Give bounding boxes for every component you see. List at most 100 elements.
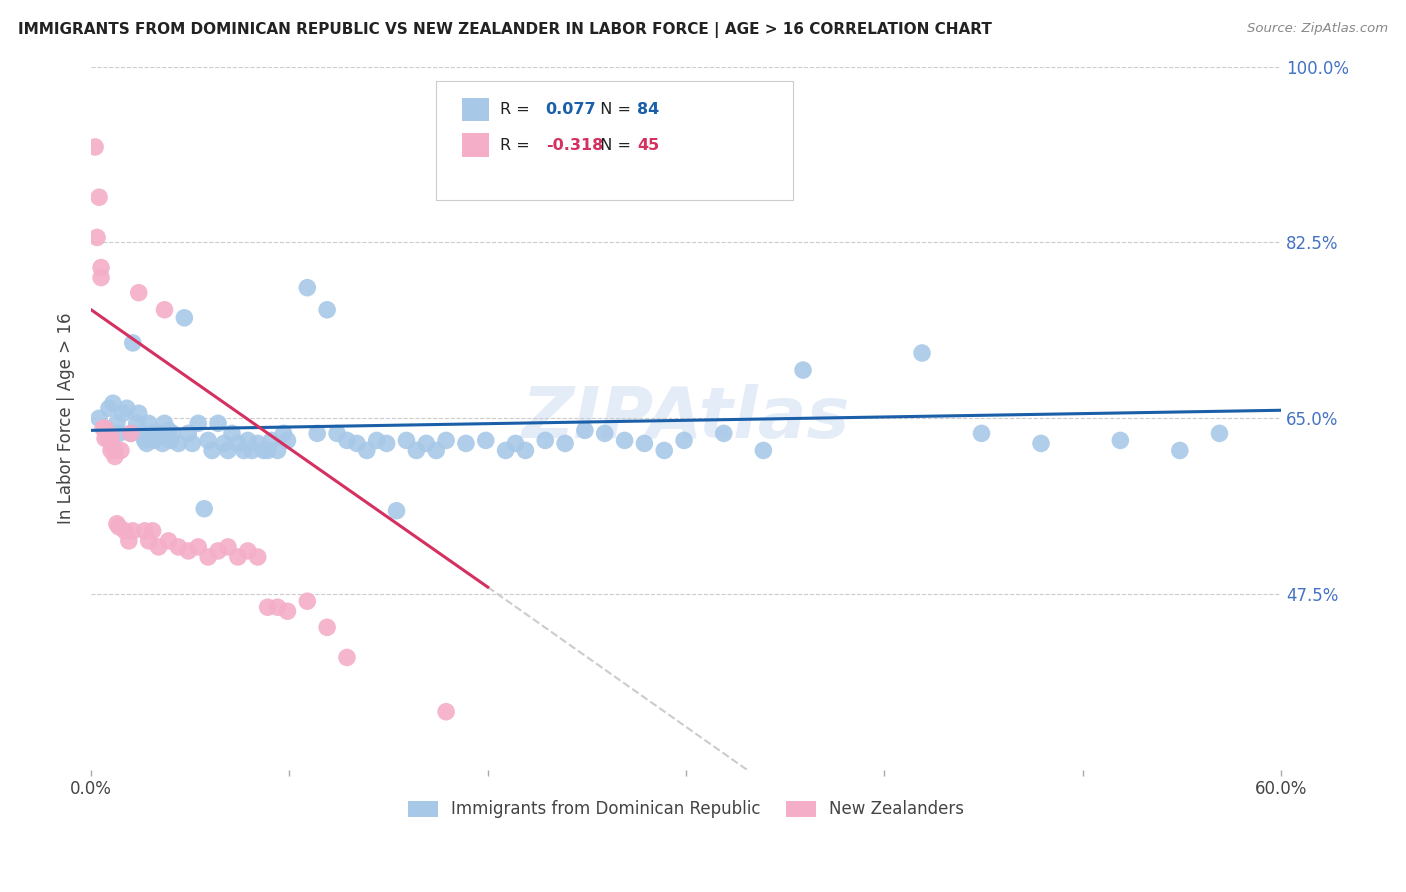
Point [226, 549, 249, 564]
Point [167, 540, 190, 554]
Point [153, 417, 176, 431]
Point [266, 443, 288, 458]
Point [307, 426, 329, 441]
Point [326, 426, 349, 441]
Point [108, 520, 131, 534]
Point [256, 600, 278, 615]
Point [752, 443, 775, 458]
Point [157, 533, 180, 548]
Point [100, 429, 122, 443]
Point [405, 443, 427, 458]
Point [253, 443, 276, 458]
Point [197, 434, 219, 448]
Point [246, 436, 269, 450]
Point [128, 406, 150, 420]
Point [84, 140, 107, 154]
Text: Source: ZipAtlas.com: Source: ZipAtlas.com [1247, 22, 1388, 36]
Text: ZIPAtlas: ZIPAtlas [522, 384, 851, 453]
Point [167, 436, 190, 450]
Point [276, 434, 298, 448]
Point [1029, 436, 1052, 450]
Point [135, 436, 157, 450]
Point [162, 426, 184, 441]
Point [142, 426, 165, 441]
Point [138, 533, 160, 548]
Point [240, 443, 263, 458]
Text: IMMIGRANTS FROM DOMINICAN REPUBLIC VS NEW ZEALANDER IN LABOR FORCE | AGE > 16 CO: IMMIGRANTS FROM DOMINICAN REPUBLIC VS NE… [18, 22, 993, 38]
Point [246, 549, 269, 564]
Point [1109, 434, 1132, 448]
Point [120, 426, 142, 441]
Point [297, 280, 319, 294]
Point [94, 421, 117, 435]
Point [197, 549, 219, 564]
Point [98, 401, 121, 416]
Point [554, 436, 576, 450]
Point [534, 434, 557, 448]
Point [143, 434, 166, 448]
Point [118, 533, 141, 548]
Point [474, 434, 496, 448]
Text: R =: R = [501, 137, 536, 153]
Point [104, 443, 127, 458]
Point [125, 417, 148, 431]
Point [1168, 443, 1191, 458]
Point [276, 604, 298, 618]
Point [375, 436, 398, 450]
Point [236, 434, 259, 448]
Point [336, 650, 359, 665]
Point [110, 443, 132, 458]
Point [221, 426, 243, 441]
Point [515, 443, 537, 458]
Point [212, 436, 235, 450]
Point [673, 434, 696, 448]
Point [177, 426, 200, 441]
Point [633, 436, 655, 450]
Point [148, 426, 170, 441]
Point [316, 302, 339, 317]
Point [101, 439, 124, 453]
Point [395, 434, 418, 448]
Point [86, 230, 108, 244]
Point [148, 540, 170, 554]
Point [177, 544, 200, 558]
Point [187, 540, 209, 554]
Point [226, 436, 249, 450]
Point [159, 434, 181, 448]
Point [434, 434, 457, 448]
Point [201, 443, 224, 458]
Point [105, 417, 128, 431]
Point [115, 401, 138, 416]
Point [87, 411, 110, 425]
FancyBboxPatch shape [463, 98, 488, 121]
Point [121, 524, 143, 538]
Point [121, 335, 143, 350]
Point [153, 302, 176, 317]
Point [138, 417, 160, 431]
Point [134, 524, 156, 538]
Point [273, 426, 295, 441]
Point [434, 705, 457, 719]
Point [187, 417, 209, 431]
Point [181, 436, 204, 450]
Text: 45: 45 [637, 137, 659, 153]
Point [90, 270, 112, 285]
Point [613, 434, 636, 448]
Point [98, 434, 121, 448]
Point [425, 443, 447, 458]
Point [100, 443, 122, 458]
Point [104, 450, 127, 464]
Point [157, 423, 180, 437]
Point [142, 524, 165, 538]
Point [297, 594, 319, 608]
Point [256, 443, 278, 458]
Point [114, 524, 136, 538]
Point [260, 434, 283, 448]
Point [96, 426, 118, 441]
Point [120, 426, 142, 441]
Point [111, 406, 134, 420]
Point [385, 504, 408, 518]
Point [652, 443, 675, 458]
Point [152, 436, 174, 450]
Point [366, 434, 388, 448]
